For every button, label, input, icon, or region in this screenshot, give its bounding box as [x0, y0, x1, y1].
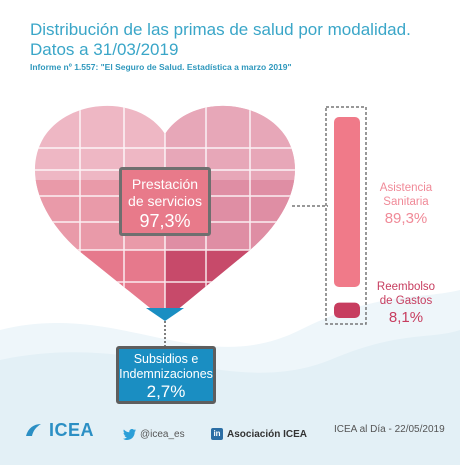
- chart-title-line2: Datos a 31/03/2019: [30, 40, 179, 59]
- reembolso-label-line2: de Gastos: [379, 295, 433, 307]
- twitter-handle[interactable]: @icea_es: [123, 424, 185, 444]
- linkedin-handle[interactable]: in Asociación ICEA: [211, 424, 307, 444]
- prestacion-value: 97,3%: [139, 211, 191, 231]
- subsidios-segment: [146, 308, 184, 321]
- icea-logo-text: ICEA: [49, 419, 95, 440]
- asistencia-label-line1: Asistencia: [379, 182, 433, 194]
- subsidios-label-line2: Indemnizaciones: [119, 367, 213, 381]
- subsidios-box: Subsidios e Indemnizaciones 2,7%: [116, 346, 216, 404]
- icea-logo-icon: [26, 424, 41, 436]
- prestacion-label-line2: de servicios: [128, 193, 202, 209]
- icea-logo: ICEA: [24, 420, 94, 440]
- subsidios-label-line1: Subsidios e: [133, 352, 199, 366]
- bar-asistencia-sanitaria: [334, 117, 360, 287]
- asistencia-value: 89,3%: [384, 210, 428, 227]
- footer-date: ICEA al Día - 22/05/2019: [334, 424, 445, 435]
- chart-title: Distribución de las primas de salud por …: [30, 20, 411, 60]
- twitter-bird-icon: [123, 428, 136, 440]
- twitter-text: @icea_es: [140, 428, 185, 440]
- bar-reembolso-gastos: [334, 302, 360, 318]
- source-note: Informe nº 1.557: "El Seguro de Salud. E…: [30, 62, 292, 72]
- prestacion-box: Prestación de servicios 97,3%: [119, 167, 211, 236]
- prestacion-label-line1: Prestación: [131, 176, 199, 192]
- asistencia-label: Asistencia Sanitaria 89,3%: [364, 181, 448, 228]
- reembolso-value: 8,1%: [388, 309, 424, 326]
- linkedin-text: Asociación ICEA: [227, 428, 308, 440]
- linkedin-icon: in: [211, 428, 223, 440]
- asistencia-label-line2: Sanitaria: [383, 196, 429, 208]
- breakdown-frame: [325, 106, 367, 325]
- reembolso-label-line1: Reembolso: [376, 281, 436, 293]
- chart-title-line1: Distribución de las primas de salud por …: [30, 20, 411, 39]
- reembolso-label: Reembolso de Gastos 8,1%: [364, 280, 448, 327]
- subsidios-value: 2,7%: [146, 382, 186, 401]
